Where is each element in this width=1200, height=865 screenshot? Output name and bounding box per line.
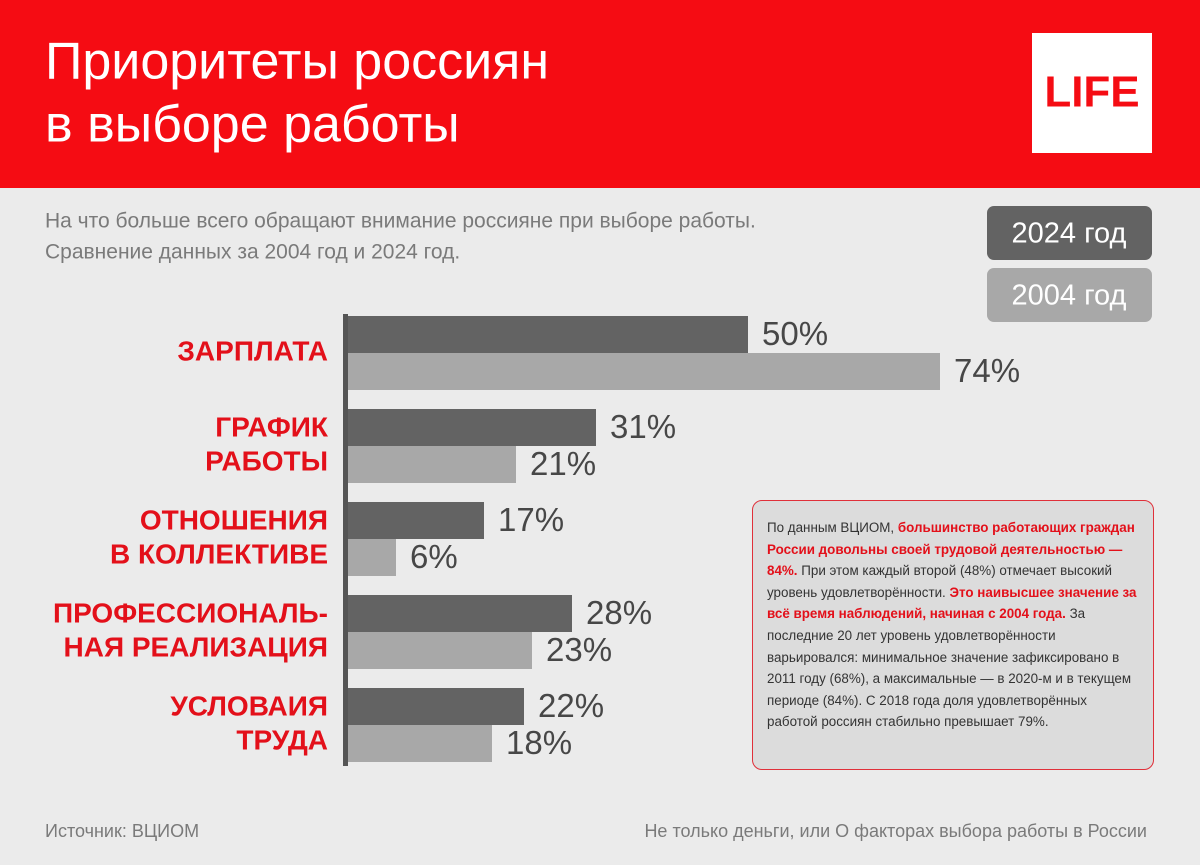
axis-line — [343, 314, 348, 766]
value-label: 18% — [506, 724, 572, 761]
value-label: 74% — [954, 352, 1020, 389]
info-box: По данным ВЦИОМ, большинство работающих … — [752, 500, 1154, 770]
value-label: 28% — [586, 594, 652, 631]
info-text: По данным ВЦИОМ, — [767, 520, 898, 535]
subtitle: На что больше всего обращают внимание ро… — [45, 210, 756, 233]
value-label: 23% — [546, 631, 612, 668]
legend-box — [987, 268, 1152, 322]
category-label: В КОЛЛЕКТИВЕ — [110, 538, 328, 569]
value-label: 31% — [610, 408, 676, 445]
info-text: При этом каждый второй (48%) отмечает вы… — [767, 563, 1113, 600]
category-label: ПРОФЕССИОНАЛЬ- — [53, 597, 328, 628]
category-label: НАЯ РЕАЛИЗАЦИЯ — [64, 631, 329, 662]
bar — [348, 353, 940, 390]
logo: LIFE — [1044, 68, 1139, 117]
value-label: 17% — [498, 501, 564, 538]
value-label: 21% — [530, 445, 596, 482]
category-label: ГРАФИК — [215, 411, 329, 442]
bar — [348, 688, 524, 725]
title: в выборе работы — [45, 96, 460, 154]
legend-label: 2024 год — [1012, 218, 1127, 250]
bar — [348, 316, 748, 353]
legend-box — [987, 206, 1152, 260]
note: Не только деньги, или О факторах выбора … — [644, 821, 1147, 841]
logo-box — [1032, 33, 1152, 153]
bar — [348, 725, 492, 762]
title: Приоритеты россиян — [45, 33, 549, 91]
subtitle: Сравнение данных за 2004 год и 2024 год. — [45, 241, 460, 264]
info-text: Это наивысшее значение за всё время набл… — [767, 584, 1137, 622]
bar — [348, 502, 484, 539]
category-label: ЗАРПЛАТА — [177, 335, 328, 366]
header-band — [0, 0, 1200, 188]
bar — [348, 446, 516, 483]
bar — [348, 539, 396, 576]
bar — [348, 632, 532, 669]
bar — [348, 409, 596, 446]
source: Источник: ВЦИОМ — [45, 821, 199, 841]
value-label: 22% — [538, 687, 604, 724]
category-label: ТРУДА — [236, 724, 328, 755]
category-label: УСЛОВАИЯ — [170, 690, 328, 721]
legend-label: 2004 год — [1012, 280, 1127, 312]
info-text: За последние 20 лет уровень удовлетворён… — [767, 606, 1132, 730]
category-label: ОТНОШЕНИЯ — [140, 504, 328, 535]
bar — [348, 595, 572, 632]
category-label: РАБОТЫ — [205, 445, 328, 476]
value-label: 50% — [762, 315, 828, 352]
info-text: большинство работающих граждан России до… — [767, 520, 1135, 579]
value-label: 6% — [410, 538, 458, 575]
